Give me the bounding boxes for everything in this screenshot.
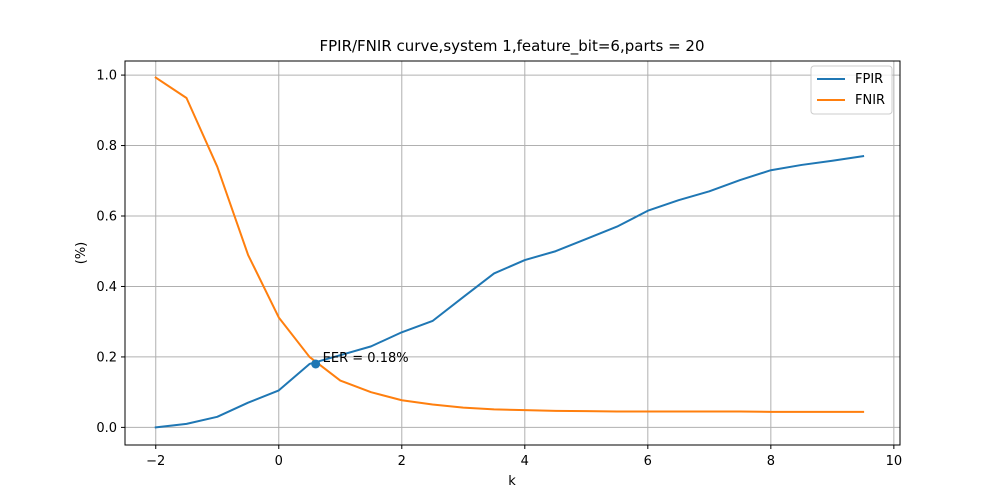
x-tick-label: 4	[521, 454, 529, 469]
y-tick-label: 0.0	[96, 421, 117, 436]
plot-frame	[124, 60, 901, 446]
axis-ticks: −2 0 2 4 6 8 10 0.0 0.2 0.4 0.6 0.8 1.0	[96, 69, 902, 469]
y-tick-label: 0.8	[96, 139, 117, 154]
y-tick-label: 0.6	[96, 210, 117, 225]
x-tick-label: −2	[146, 454, 165, 469]
x-tick-label: 8	[767, 454, 775, 469]
x-tick-label: 2	[398, 454, 406, 469]
legend-label-fpir: FPIR	[855, 72, 883, 87]
eer-point-marker	[311, 359, 321, 369]
y-axis-label: (%)	[74, 242, 89, 265]
series-lines	[154, 76, 865, 429]
x-tick-label: 6	[644, 454, 652, 469]
annotations: EER = 0.18%	[311, 351, 409, 369]
x-tick-label: 10	[886, 454, 903, 469]
y-tick-label: 0.4	[96, 280, 117, 295]
eer-annotation-label: EER = 0.18%	[323, 351, 409, 366]
grid	[125, 61, 900, 445]
x-tick-label: 0	[275, 454, 283, 469]
legend-label-fnir: FNIR	[855, 93, 885, 108]
y-tick-label: 1.0	[96, 69, 117, 84]
y-tick-label: 0.2	[96, 350, 117, 365]
series-line-fpir	[154, 154, 865, 429]
chart-title: FPIR/FNIR curve,system 1,feature_bit=6,p…	[319, 37, 704, 56]
x-axis-label: k	[508, 474, 516, 489]
legend: FPIR FNIR	[810, 65, 893, 115]
series-line-fnir	[154, 76, 865, 413]
